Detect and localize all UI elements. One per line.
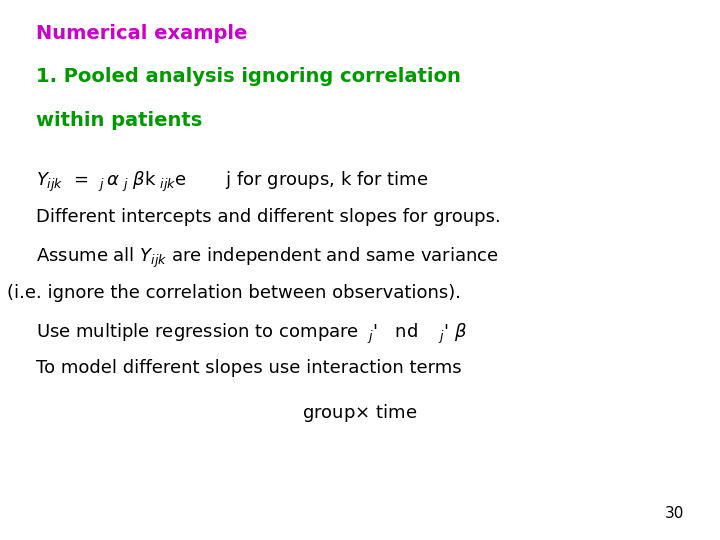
Text: $Y_{ijk}$  =  $_{j}\,\alpha\;_{j}\;\beta$k$\;_{ijk}$e       j for groups, k for : $Y_{ijk}$ = $_{j}\,\alpha\;_{j}\;\beta$k… (36, 170, 428, 194)
Text: Use multiple regression to compare $\;_j$'   nd   $\;_j$' $\beta$: Use multiple regression to compare $\;_j… (36, 321, 467, 346)
Text: 1. Pooled analysis ignoring correlation: 1. Pooled analysis ignoring correlation (36, 68, 461, 86)
Text: Assume all $Y_{ijk}$ are independent and same variance: Assume all $Y_{ijk}$ are independent and… (36, 246, 499, 270)
Text: Different intercepts and different slopes for groups.: Different intercepts and different slope… (36, 208, 500, 226)
Text: within patients: within patients (36, 111, 202, 130)
Text: group$\times$ time: group$\times$ time (302, 402, 418, 424)
Text: 30: 30 (665, 506, 684, 521)
Text: Numerical example: Numerical example (36, 24, 248, 43)
Text: To model different slopes use interaction terms: To model different slopes use interactio… (36, 359, 462, 377)
Text: (i.e. ignore the correlation between observations).: (i.e. ignore the correlation between obs… (7, 284, 462, 301)
